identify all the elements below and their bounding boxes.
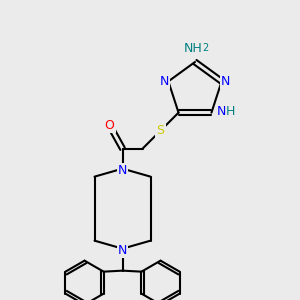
- Text: O: O: [105, 119, 115, 132]
- Text: N: N: [217, 105, 226, 118]
- Text: S: S: [157, 124, 164, 137]
- Text: N: N: [118, 164, 127, 177]
- Text: N: N: [221, 75, 230, 88]
- Text: N: N: [160, 75, 169, 88]
- Text: N: N: [118, 244, 127, 257]
- Text: H: H: [226, 105, 235, 118]
- Text: 2: 2: [202, 43, 208, 53]
- Text: NH: NH: [184, 41, 202, 55]
